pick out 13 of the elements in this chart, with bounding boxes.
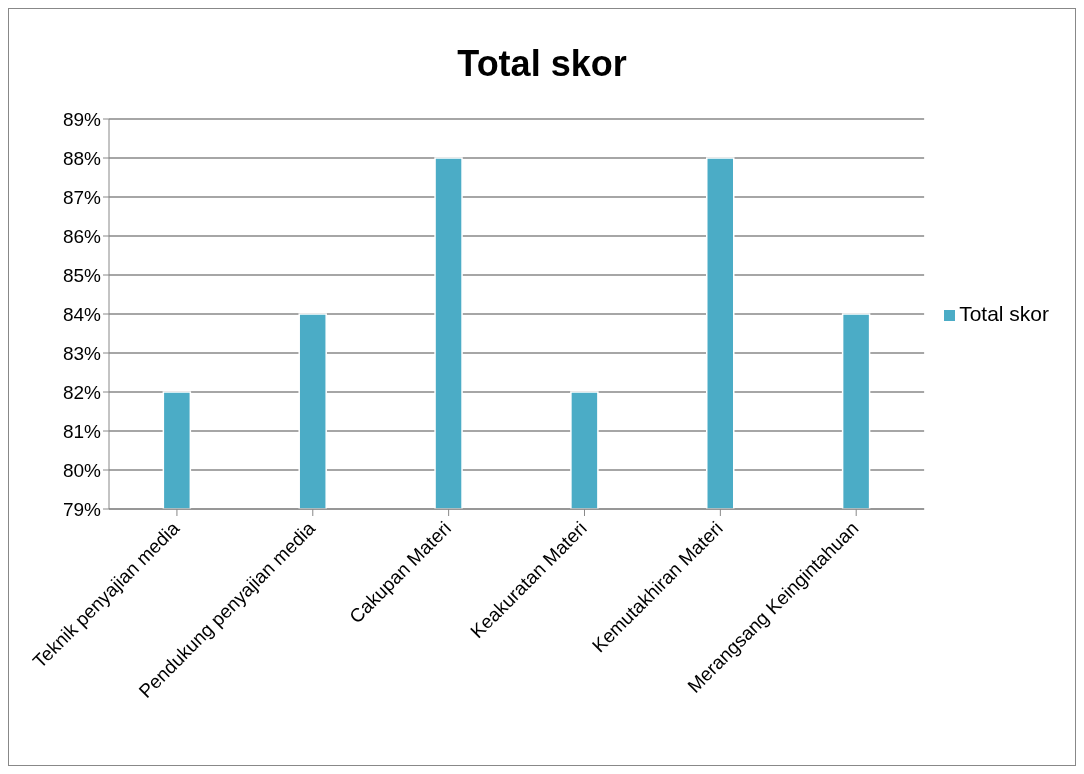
legend-label: Total skor xyxy=(959,302,1049,325)
y-tick-label: 87% xyxy=(62,186,102,208)
y-tick-label: 89% xyxy=(62,108,102,130)
y-tick-label: 83% xyxy=(62,342,102,364)
y-tick-label: 86% xyxy=(62,225,102,247)
y-tick-label: 85% xyxy=(62,264,102,286)
y-tick-label: 79% xyxy=(62,498,102,520)
y-tick-label: 80% xyxy=(62,459,102,481)
y-tick-label: 88% xyxy=(62,147,102,169)
y-tick-label: 81% xyxy=(62,420,102,442)
chart-title: Total skor xyxy=(456,43,628,85)
y-tick-label: 82% xyxy=(62,381,102,403)
y-tick-label: 84% xyxy=(62,303,102,325)
